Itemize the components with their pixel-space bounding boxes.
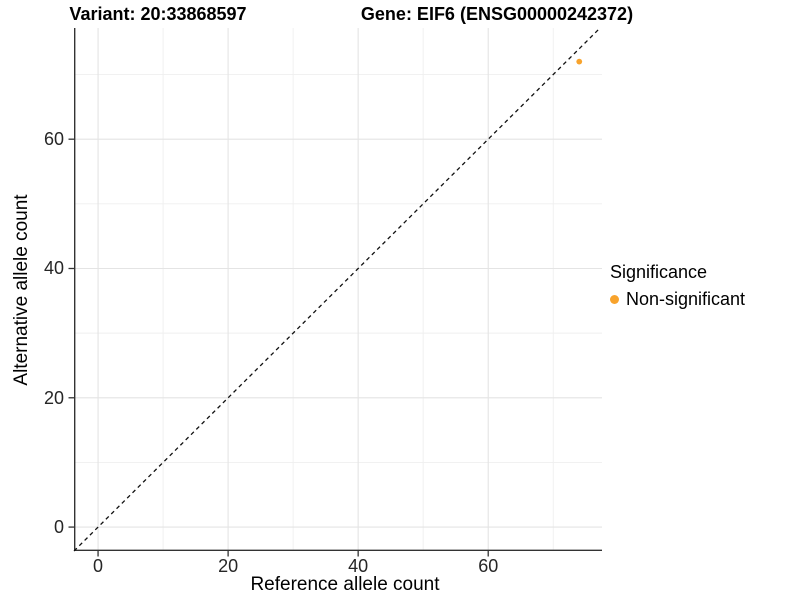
x-tick-label: 20 [218,556,239,576]
x-tick-label: 60 [478,556,499,576]
legend-title: Significance [610,262,708,282]
legend-item-label: Non-significant [626,289,746,309]
legend: Significance Non-significant [610,262,745,310]
y-tick-label: 0 [53,517,64,538]
y-tick-label: 40 [43,258,64,279]
y-tick-label: 60 [43,129,64,150]
x-axis-title: Reference allele count [250,574,440,595]
data-point [576,58,583,65]
x-tick-label: 40 [348,556,369,576]
x-tick-label: 0 [93,556,104,576]
plot-panel [68,27,602,557]
legend-item: Non-significant [610,289,745,310]
gene-title: Gene: EIF6 (ENSG00000242372) [360,4,634,24]
identity-dashed-line [73,27,601,552]
legend-point-icon [610,295,619,304]
y-tick-label: 20 [43,387,64,408]
variant-title: Variant: 20:33868597 [69,4,247,24]
scatter-plot-canvas [68,27,602,557]
y-axis-title: Alternative allele count [11,194,32,386]
